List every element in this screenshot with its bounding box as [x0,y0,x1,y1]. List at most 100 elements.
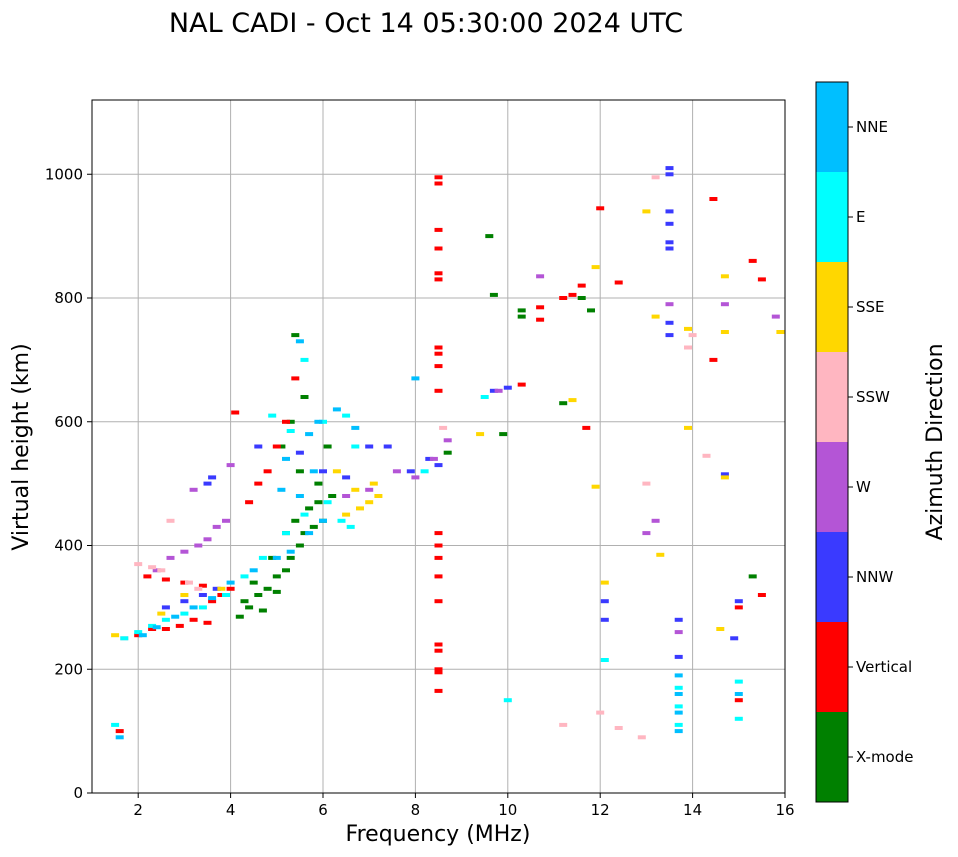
data-point [591,484,600,489]
data-point [434,175,443,180]
data-point [203,620,212,625]
data-point [217,593,226,597]
data-point [674,710,683,715]
data-point [208,599,217,604]
data-point [309,524,318,529]
colorbar-frame [815,81,849,803]
data-point [143,574,152,579]
data-point [272,574,281,579]
data-point [503,385,512,390]
y-tick-label: 800 [54,289,83,307]
data-point [180,611,189,616]
data-point [642,531,651,536]
data-point [730,636,739,641]
data-point [720,330,729,334]
data-point [314,481,323,486]
data-point [166,518,175,523]
data-point [161,605,170,610]
data-point [674,685,683,690]
colorbar-tick-label: SSE [856,298,885,316]
data-point [332,469,341,474]
x-tick-label: 12 [591,801,610,819]
data-point [665,246,674,251]
data-point [198,583,207,588]
data-point [582,425,591,430]
data-point [734,692,743,696]
data-point [115,729,124,734]
data-point [319,419,327,424]
data-point [559,401,568,406]
data-point [203,537,212,542]
data-point [720,475,729,480]
y-axis-ticks: 0 200 400 600 800 1000 [45,165,92,802]
data-point [734,716,743,721]
data-point [591,265,600,270]
data-point [434,688,443,693]
data-point [734,599,743,604]
data-point [161,577,170,582]
data-point [111,633,120,638]
data-point [291,376,300,381]
data-point [600,658,609,662]
data-point [272,444,281,449]
data-point [337,518,346,523]
series-w [152,274,780,635]
data-point [577,296,586,300]
data-point [600,599,609,604]
data-point [263,469,272,474]
data-point [115,735,124,740]
data-point [277,487,286,492]
data-point [429,456,438,461]
data-point [374,494,383,498]
data-point [161,617,170,622]
data-point [171,614,180,619]
data-point [222,593,230,597]
data-point [757,277,766,282]
data-point [319,469,327,474]
data-point [309,469,318,474]
data-point [674,654,683,659]
data-point [300,395,309,399]
colorbar-swatch [816,172,848,262]
data-point [254,444,263,449]
data-point [300,512,309,517]
colorbar-tick-label: Vertical [856,658,912,676]
data-point [286,429,295,433]
y-axis-label: Virtual height (km) [9,343,34,550]
plot-frame [91,99,786,794]
data-point [249,580,258,585]
data-point [665,221,674,226]
data-point [180,599,189,604]
data-point [314,500,323,505]
data-point [180,549,189,554]
data-point [771,314,780,319]
data-point [587,308,595,313]
data-point [249,568,258,573]
data-point [295,543,304,548]
x-axis-label: Frequency (MHz) [346,822,531,847]
y-tick-label: 400 [54,537,83,555]
data-point [776,330,785,334]
data-point [489,292,498,297]
data-point [282,531,290,536]
data-point [434,227,443,232]
data-point [263,586,272,591]
data-point [406,469,415,474]
colorbar-swatch [816,442,848,532]
data-point [365,444,374,449]
data-point [157,611,166,616]
data-point [314,419,323,424]
data-point [194,543,203,548]
data-point [300,531,309,536]
data-point [282,419,290,424]
data-point [434,364,443,369]
data-point [665,166,674,171]
data-point [720,302,729,307]
data-point [720,274,729,279]
data-point [494,388,503,393]
data-point [536,274,545,279]
data-point [702,453,711,458]
chart-title: NAL CADI - Oct 14 05:30:00 2024 UTC [169,8,683,39]
colorbar-tick-label: X-mode [856,748,913,766]
data-point [748,574,757,579]
